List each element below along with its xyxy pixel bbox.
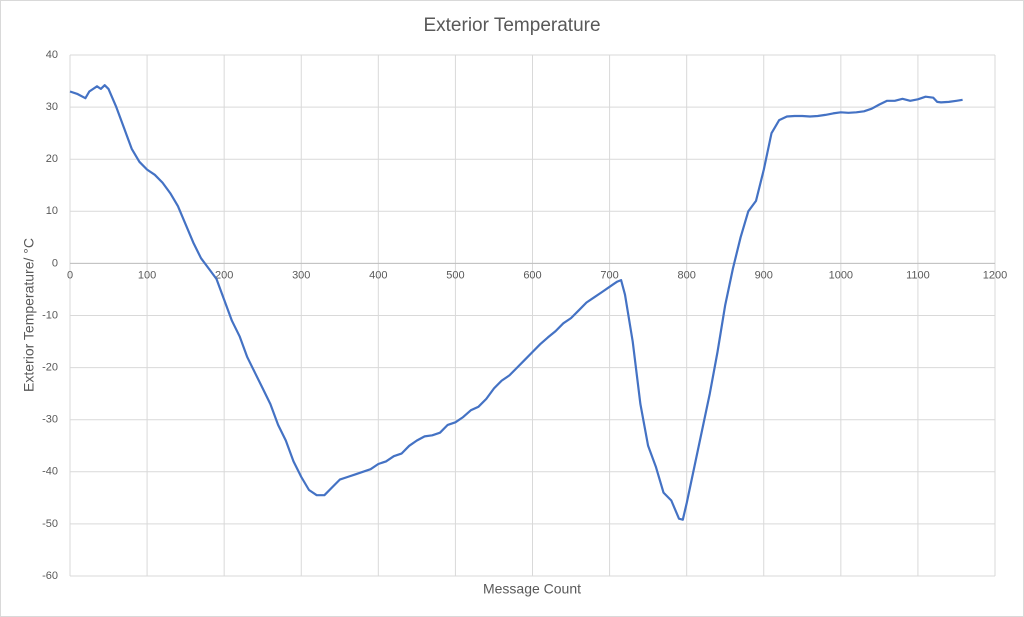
x-tick-label: 1000 xyxy=(829,269,853,281)
y-tick-label: 20 xyxy=(46,153,58,165)
y-tick-label: -20 xyxy=(42,362,58,374)
y-tick-label: 30 xyxy=(46,101,58,113)
x-tick-label: 700 xyxy=(600,269,618,281)
x-tick-label: 500 xyxy=(446,269,464,281)
x-tick-label: 400 xyxy=(369,269,387,281)
y-tick-label: -40 xyxy=(42,466,58,478)
x-tick-label: 100 xyxy=(138,269,156,281)
y-tick-label: 10 xyxy=(46,205,58,217)
y-tick-label: -60 xyxy=(42,570,58,582)
x-tick-label: 300 xyxy=(292,269,310,281)
x-tick-label: 900 xyxy=(755,269,773,281)
y-tick-label: 40 xyxy=(46,49,58,61)
y-tick-label: 0 xyxy=(52,257,58,269)
x-tick-label: 1100 xyxy=(906,269,930,281)
y-tick-label: -50 xyxy=(42,518,58,530)
x-tick-label: 600 xyxy=(523,269,541,281)
y-tick-label: -10 xyxy=(42,309,58,321)
data-line xyxy=(69,84,963,521)
x-tick-label: 800 xyxy=(677,269,695,281)
x-axis-label: Message Count xyxy=(483,581,581,597)
y-tick-label: -30 xyxy=(42,414,58,426)
x-tick-label: 1200 xyxy=(983,269,1007,281)
chart-title: Exterior Temperature xyxy=(423,15,600,36)
x-tick-label: 200 xyxy=(215,269,233,281)
y-axis-label: Exterior Temperature/ °C xyxy=(21,238,37,392)
x-tick-label: 0 xyxy=(67,269,73,281)
